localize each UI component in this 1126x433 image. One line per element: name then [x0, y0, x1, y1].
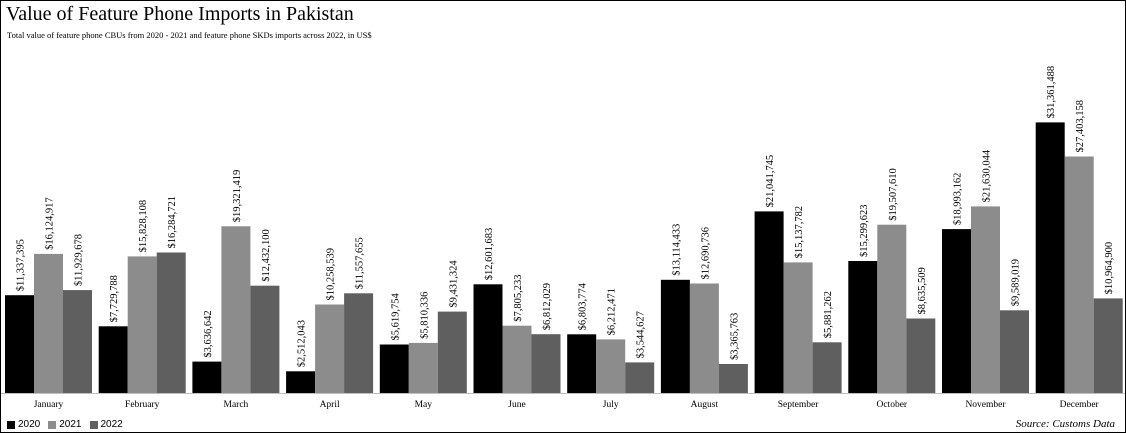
data-label-2021-july: $6,212,471: [607, 288, 618, 335]
x-tick-label-august: August: [691, 400, 719, 410]
bar-2021-august: [689, 283, 719, 393]
bar-2020-august: [660, 279, 690, 393]
bar-2022-december: [1093, 298, 1123, 393]
data-label-2022-august: $3,365,763: [729, 313, 740, 360]
bar-2020-february: [98, 326, 128, 393]
bar-2020-march: [192, 361, 222, 393]
bar-2022-october: [906, 318, 936, 393]
data-label-2021-january: $16,124,917: [45, 197, 56, 250]
data-label-2022-june: $6,812,029: [542, 283, 553, 330]
data-label-2020-may: $5,619,754: [390, 293, 401, 341]
data-label-2020-february: $7,729,788: [109, 275, 120, 322]
x-tick-label-may: May: [415, 400, 433, 410]
data-label-2020-january: $11,337,395: [16, 239, 27, 291]
legend-item-2021: 2021: [48, 419, 82, 430]
data-label-2021-august: $12,690,736: [700, 227, 711, 280]
legend: 2020 2021 2022: [7, 419, 123, 430]
data-label-2022-july: $3,544,627: [636, 311, 647, 358]
bar-2022-march: [250, 285, 280, 393]
data-label-2020-september: $21,041,745: [765, 155, 776, 208]
x-tick-label-september: September: [778, 400, 819, 410]
bar-2022-june: [531, 334, 561, 393]
bar-2022-july: [625, 362, 655, 393]
data-label-2021-april: $10,258,539: [326, 248, 337, 301]
data-label-2021-march: $19,321,419: [232, 170, 243, 223]
bar-2021-november: [971, 206, 1000, 393]
x-tick-label-january: January: [34, 400, 64, 410]
data-label-2021-november: $21,630,044: [982, 149, 993, 202]
bar-2021-january: [34, 253, 63, 393]
source-note: Source: Customs Data: [1015, 418, 1115, 430]
x-tick-label-november: November: [965, 400, 1006, 410]
x-tick-label-july: July: [603, 400, 619, 410]
data-label-2022-november: $9,589,019: [1011, 259, 1022, 306]
data-label-2022-february: $16,284,721: [167, 196, 178, 249]
bar-2022-february: [156, 252, 186, 393]
bar-2020-april: [286, 371, 316, 393]
data-label-2022-may: $9,431,324: [448, 260, 459, 308]
bar-2020-may: [379, 344, 409, 393]
data-label-2022-march: $12,432,100: [261, 229, 272, 282]
data-label-2020-june: $12,601,683: [484, 228, 495, 281]
data-label-2022-september: $5,881,262: [823, 291, 834, 338]
data-label-2022-october: $8,635,509: [917, 267, 928, 314]
legend-swatch-2020: [7, 420, 15, 429]
bar-2020-july: [567, 334, 597, 393]
bar-2021-june: [502, 325, 532, 393]
bar-2021-march: [221, 226, 251, 393]
bar-2021-october: [877, 224, 907, 393]
legend-item-2022: 2022: [89, 419, 123, 430]
data-label-2020-october: $15,299,623: [859, 205, 870, 258]
bar-2022-may: [437, 311, 467, 393]
data-label-2021-october: $19,507,610: [888, 168, 899, 221]
x-tick-label-june: June: [508, 400, 525, 410]
data-label-2021-september: $15,137,782: [794, 206, 805, 259]
x-tick-label-april: April: [320, 400, 340, 410]
data-label-2022-january: $11,929,678: [74, 234, 85, 286]
bar-2022-april: [344, 293, 374, 393]
data-label-2021-february: $15,828,108: [138, 200, 149, 253]
bar-2021-september: [783, 262, 813, 393]
data-label-2021-may: $5,810,336: [419, 292, 430, 339]
data-label-2020-july: $6,803,774: [578, 282, 589, 330]
x-tick-label-december: December: [1060, 400, 1100, 410]
data-label-2020-april: $2,512,043: [297, 320, 308, 367]
bar-2022-september: [812, 342, 842, 393]
legend-item-2020: 2020: [7, 419, 40, 430]
legend-swatch-2021: [48, 420, 57, 429]
bar-2022-november: [1000, 310, 1029, 393]
bar-2021-april: [315, 304, 345, 393]
data-label-2020-november: $18,993,162: [953, 173, 964, 226]
data-label-2020-march: $3,636,642: [203, 310, 214, 357]
bar-2020-september: [754, 211, 784, 393]
bar-2021-february: [127, 256, 157, 393]
legend-label-2021: 2021: [59, 419, 82, 430]
bar-2020-june: [473, 284, 503, 393]
x-tick-label-february: February: [125, 400, 160, 410]
data-label-2020-august: $13,114,433: [671, 224, 682, 276]
legend-swatch-2022: [89, 420, 98, 429]
legend-label-2020: 2020: [18, 419, 41, 430]
bar-2021-may: [408, 342, 438, 393]
bar-2022-january: [63, 290, 92, 393]
bar-2021-december: [1064, 156, 1094, 393]
bar-2020-january: [5, 295, 34, 393]
chart-subtitle: Total value of feature phone CBUs from 2…: [7, 30, 372, 40]
bar-2020-december: [1035, 122, 1065, 394]
bar-2020-october: [848, 261, 878, 393]
data-label-2022-april: $11,557,655: [355, 237, 366, 289]
data-label-2022-december: $10,964,900: [1104, 242, 1115, 295]
data-label-2021-december: $27,403,158: [1075, 100, 1086, 153]
chart-title: Value of Feature Phone Imports in Pakist…: [6, 3, 354, 25]
data-label-2020-december: $31,361,488: [1046, 66, 1057, 119]
bar-2022-august: [718, 364, 748, 393]
x-tick-label-october: October: [876, 400, 907, 410]
legend-label-2022: 2022: [100, 419, 123, 430]
bar-2021-july: [596, 339, 626, 393]
bar-2020-november: [942, 229, 971, 393]
data-label-2021-june: $7,805,233: [513, 274, 524, 321]
x-tick-label-march: March: [224, 400, 249, 410]
